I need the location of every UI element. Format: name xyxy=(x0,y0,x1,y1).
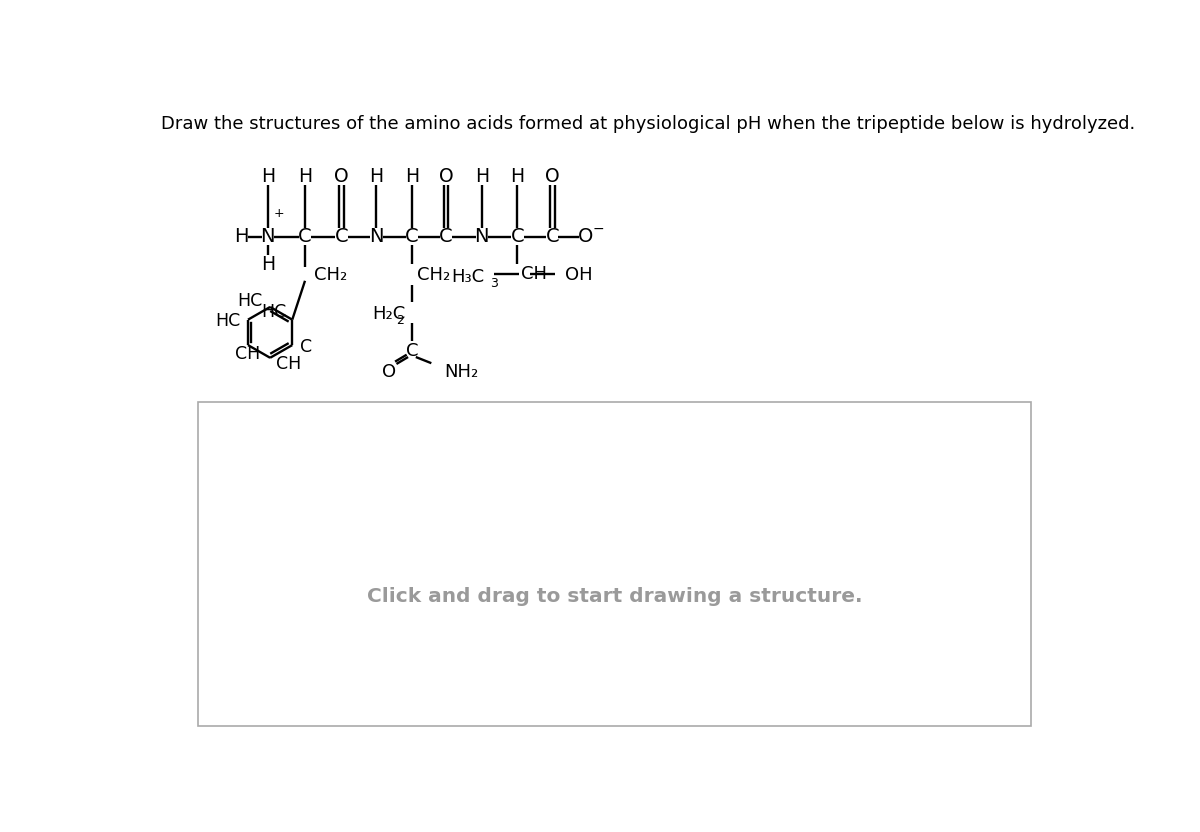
Text: 3: 3 xyxy=(491,277,498,290)
Text: OH: OH xyxy=(565,266,593,285)
Text: H: H xyxy=(298,167,312,186)
Text: H₂C: H₂C xyxy=(372,305,406,323)
Text: H: H xyxy=(475,167,488,186)
Text: N: N xyxy=(474,227,488,246)
Text: −: − xyxy=(592,222,604,236)
Text: C: C xyxy=(439,227,452,246)
Text: H: H xyxy=(510,167,524,186)
Text: H: H xyxy=(260,167,275,186)
Text: HC: HC xyxy=(260,303,286,321)
Text: 2: 2 xyxy=(396,314,404,327)
Text: N: N xyxy=(260,227,275,246)
Text: O: O xyxy=(578,227,593,246)
Text: O: O xyxy=(545,167,559,186)
Text: O: O xyxy=(439,167,454,186)
Text: C: C xyxy=(510,227,524,246)
Text: Click and drag to start drawing a structure.: Click and drag to start drawing a struct… xyxy=(367,587,863,606)
Text: CH: CH xyxy=(521,265,547,283)
Text: H₃C: H₃C xyxy=(451,268,485,286)
Text: Draw the structures of the amino acids formed at physiological pH when the tripe: Draw the structures of the amino acids f… xyxy=(161,116,1135,133)
Text: C: C xyxy=(335,227,348,246)
Text: H: H xyxy=(370,167,383,186)
Text: C: C xyxy=(406,342,419,360)
Text: C: C xyxy=(406,227,419,246)
Text: HC: HC xyxy=(238,292,263,310)
Text: +: + xyxy=(274,207,284,220)
Text: H: H xyxy=(404,167,419,186)
Text: O: O xyxy=(383,364,396,381)
Text: C: C xyxy=(298,227,312,246)
Text: NH₂: NH₂ xyxy=(444,363,479,381)
Text: CH₂: CH₂ xyxy=(416,266,450,285)
Text: C: C xyxy=(546,227,559,246)
Text: O: O xyxy=(334,167,349,186)
Text: CH₂: CH₂ xyxy=(314,266,348,285)
FancyBboxPatch shape xyxy=(198,403,1031,726)
Text: C: C xyxy=(300,338,312,355)
Text: N: N xyxy=(370,227,384,246)
Text: HC: HC xyxy=(215,312,240,330)
Text: H: H xyxy=(260,255,275,274)
Text: H: H xyxy=(234,227,248,246)
Text: CH: CH xyxy=(235,345,260,364)
Text: CH: CH xyxy=(276,355,301,373)
